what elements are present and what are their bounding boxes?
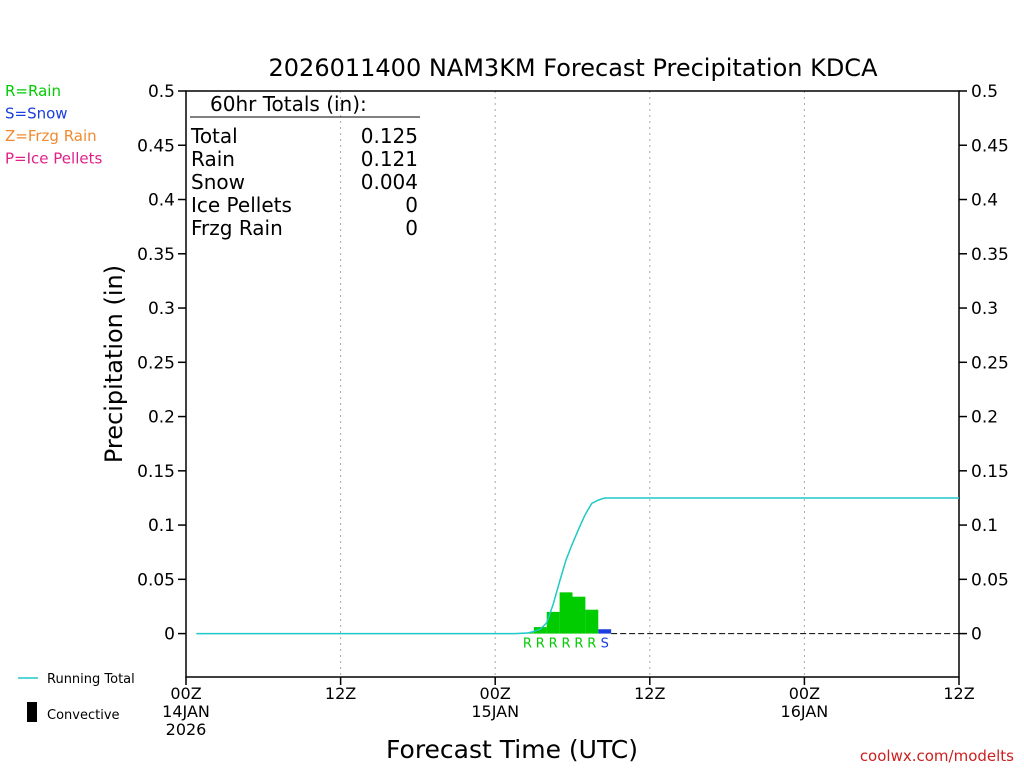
y-tick-label-left-4: 0.3 [148, 299, 175, 319]
y-tick-label-left-5: 0.25 [137, 353, 175, 373]
precip-bar-type-5: R [587, 637, 596, 652]
totals-row-label-1: Rain [191, 147, 235, 171]
y-tick-label-left-9: 0.05 [137, 570, 175, 590]
totals-row-value-1: 0.121 [361, 147, 418, 171]
y-tick-label-left-1: 0.45 [137, 136, 175, 156]
x-tick-label-4-0: 00Z [789, 684, 820, 703]
y-tick-label-right-0: 0.5 [971, 82, 998, 102]
precip-bars [520, 592, 612, 634]
y-tick-label-left-0: 0.5 [148, 82, 175, 102]
y-tick-label-right-10: 0 [971, 625, 982, 645]
totals-rows: Total 0.125 Rain 0.121 Snow 0.004 Ice Pellets 0… [190, 124, 418, 240]
convective-legend-label: Convective [47, 708, 120, 723]
y-tick-label-right-1: 0.45 [971, 136, 1009, 156]
x-tick-label-5-0: 12Z [943, 684, 974, 703]
x-tick-label-0-1: 14JAN [162, 702, 210, 721]
precip-type-legend: R=Rain S=Snow Z=Frzg Rain P=Ice Pellets [5, 82, 102, 168]
totals-header: 60hr Totals (in): [210, 92, 367, 116]
x-tick-label-0-0: 00Z [170, 684, 201, 703]
y-tick-label-left-3: 0.35 [137, 245, 175, 265]
convective-legend-swatch [27, 702, 37, 722]
y-tick-label-left-8: 0.1 [148, 516, 175, 536]
y-tick-label-left-7: 0.15 [137, 462, 175, 482]
precip-bar-type-0: R [523, 637, 532, 652]
y-axis-label: Precipitation (in) [100, 265, 128, 463]
legend-type-2: Z=Frzg Rain [5, 127, 97, 145]
precip-bar-type-3: R [562, 637, 571, 652]
precip-bar-type-6: S [601, 637, 609, 652]
y-tick-label-right-3: 0.35 [971, 245, 1009, 265]
totals-box: 60hr Totals (in): Total 0.125 Rain 0.121 Sno… [190, 92, 420, 240]
y-tick-label-right-8: 0.1 [971, 516, 998, 536]
precip-bar-6 [598, 629, 612, 634]
precip-bar-type-4: R [574, 637, 583, 652]
x-axis-label: Forecast Time (UTC) [386, 735, 638, 764]
precip-bar-1 [533, 627, 547, 634]
legend-type-0: R=Rain [5, 82, 61, 100]
y-tick-label-right-2: 0.4 [971, 191, 998, 211]
y-tick-label-right-4: 0.3 [971, 299, 998, 319]
precip-bar-type-1: R [536, 637, 545, 652]
totals-row-label-0: Total [190, 124, 238, 148]
totals-row-value-3: 0 [405, 193, 418, 217]
y-tick-label-left-2: 0.4 [148, 191, 175, 211]
running-total-line [196, 497, 959, 635]
legend-type-3: P=Ice Pellets [5, 150, 102, 168]
y-tick-label-left-6: 0.2 [148, 408, 175, 428]
running-total-legend-label: Running Total [47, 672, 135, 687]
x-tick-label-3-0: 12Z [634, 684, 665, 703]
totals-row-label-3: Ice Pellets [191, 193, 292, 217]
precip-bar-2 [546, 611, 560, 634]
totals-row-value-0: 0.125 [361, 124, 418, 148]
vertical-gridlines [340, 91, 805, 677]
x-tick-label-4-1: 16JAN [781, 702, 829, 721]
y-axis-ticks: 0.5 0.5 0.45 0.45 0.4 0.4 0.35 0.35 0.3 0.3 0.25 0.… [137, 82, 1009, 645]
totals-row-value-2: 0.004 [361, 170, 418, 194]
totals-row-value-4: 0 [405, 216, 418, 240]
y-tick-label-right-6: 0.2 [971, 408, 998, 428]
y-tick-label-left-10: 0 [164, 625, 175, 645]
y-tick-label-right-5: 0.25 [971, 353, 1009, 373]
y-tick-label-right-9: 0.05 [971, 570, 1009, 590]
plot-frame [185, 90, 960, 678]
y-tick-label-right-7: 0.15 [971, 462, 1009, 482]
x-tick-label-1-0: 12Z [325, 684, 356, 703]
x-tick-label-2-0: 00Z [480, 684, 511, 703]
precip-bar-type-2: R [549, 637, 558, 652]
precip-bar-3 [559, 592, 573, 634]
totals-row-label-2: Snow [191, 170, 245, 194]
x-tick-label-0-2: 2026 [166, 720, 207, 739]
chart-title: 2026011400 NAM3KM Forecast Precipitation… [269, 54, 879, 82]
precip-bar-4 [572, 596, 586, 634]
credit-text: coolwx.com/modelts [860, 747, 1014, 765]
legend-type-1: S=Snow [5, 105, 68, 123]
precip-bar-5 [585, 609, 599, 634]
x-tick-label-2-1: 15JAN [471, 702, 519, 721]
totals-row-label-4: Frzg Rain [191, 216, 283, 240]
